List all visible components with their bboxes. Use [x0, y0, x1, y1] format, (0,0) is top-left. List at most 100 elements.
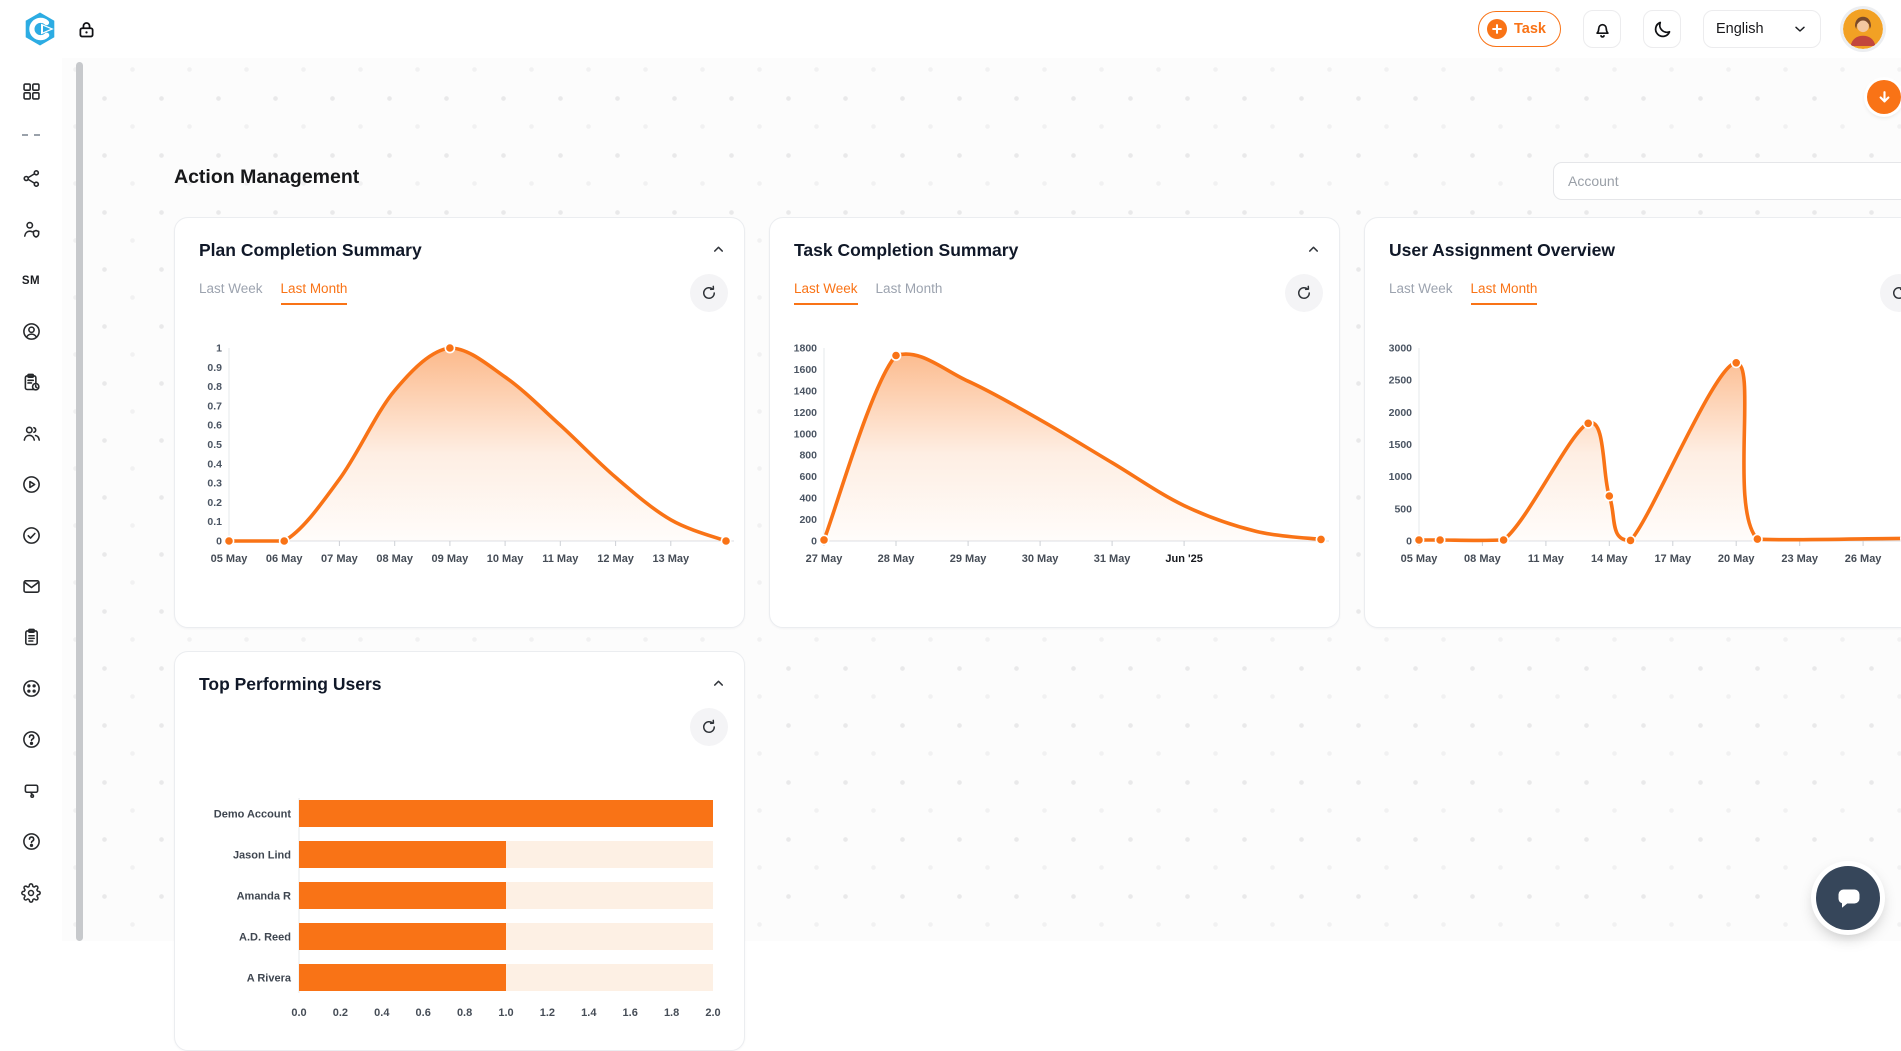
svg-text:0: 0: [1406, 536, 1412, 548]
refresh-icon: [1890, 284, 1901, 302]
svg-text:2500: 2500: [1389, 375, 1413, 387]
mail-icon: [21, 576, 42, 597]
svg-text:05 May: 05 May: [1401, 553, 1439, 565]
tab-last-week[interactable]: Last Week: [794, 281, 858, 305]
sidebar-item-clipboard-clock[interactable]: [0, 357, 62, 408]
sidebar-item-sm-label[interactable]: SM: [0, 255, 62, 306]
sidebar-item-check-circle[interactable]: [0, 510, 62, 561]
svg-text:1.8: 1.8: [664, 1007, 679, 1019]
notifications-button[interactable]: [1583, 10, 1621, 48]
svg-text:0.6: 0.6: [207, 420, 222, 432]
collapse-card-button[interactable]: [711, 242, 726, 257]
data-point-marker: [1584, 419, 1593, 428]
svg-text:1600: 1600: [794, 364, 818, 376]
svg-text:1.0: 1.0: [498, 1007, 513, 1019]
svg-text:A.D. Reed: A.D. Reed: [239, 932, 291, 944]
svg-text:30 May: 30 May: [1022, 553, 1060, 565]
range-tabs: Last Week Last Month: [1389, 281, 1537, 305]
svg-text:1000: 1000: [794, 428, 818, 440]
bar[interactable]: [299, 841, 506, 868]
svg-text:1.2: 1.2: [540, 1007, 555, 1019]
circle-dots-icon: [21, 678, 42, 699]
svg-text:1.4: 1.4: [581, 1007, 597, 1019]
svg-text:400: 400: [799, 493, 817, 505]
svg-text:200: 200: [799, 514, 817, 526]
tab-last-week[interactable]: Last Week: [1389, 281, 1453, 305]
svg-text:0.7: 0.7: [207, 400, 222, 412]
sidebar-item-help-circle[interactable]: [0, 714, 62, 765]
range-tabs: Last Week Last Month: [199, 281, 347, 305]
bar[interactable]: [299, 800, 713, 827]
refresh-icon: [700, 718, 718, 736]
tab-last-month[interactable]: Last Month: [1471, 281, 1538, 305]
svg-text:1800: 1800: [794, 343, 818, 355]
svg-text:08 May: 08 May: [376, 553, 414, 565]
sidebar-item-hub[interactable]: [0, 153, 62, 204]
app-logo[interactable]: [22, 11, 58, 47]
svg-text:0.2: 0.2: [207, 497, 222, 509]
svg-text:1000: 1000: [1389, 471, 1413, 483]
svg-text:23 May: 23 May: [1781, 553, 1819, 565]
sidebar-item-users[interactable]: [0, 408, 62, 459]
sidebar-item-tooltip-tag[interactable]: [0, 765, 62, 816]
collapse-card-button[interactable]: [711, 676, 726, 691]
sidebar-item-settings-gear[interactable]: [0, 867, 62, 918]
refresh-button[interactable]: [1880, 274, 1901, 312]
task-button-label: Task: [1514, 21, 1546, 37]
data-point-marker: [280, 536, 289, 545]
arrow-down-icon: [1876, 89, 1893, 106]
bar[interactable]: [299, 882, 506, 909]
svg-text:28 May: 28 May: [878, 553, 916, 565]
svg-text:0.8: 0.8: [207, 381, 222, 393]
help-circle-icon: [21, 729, 42, 750]
svg-text:0: 0: [811, 536, 817, 548]
check-circle-icon: [21, 525, 42, 546]
plus-icon: [1487, 19, 1507, 39]
vertical-scrollbar[interactable]: [76, 62, 83, 941]
card-title: User Assignment Overview: [1389, 240, 1615, 261]
scroll-down-fab[interactable]: [1867, 80, 1901, 114]
settings-gear-icon: [21, 883, 41, 903]
clipboard-clock-icon: [21, 372, 42, 393]
svg-text:A Rivera: A Rivera: [247, 973, 292, 985]
svg-text:800: 800: [799, 450, 817, 462]
tab-last-month[interactable]: Last Month: [281, 281, 348, 305]
refresh-button[interactable]: [690, 274, 728, 312]
sidebar-item-mail[interactable]: [0, 561, 62, 612]
chevron-up-icon: [1306, 242, 1321, 257]
tooltip-tag-icon: [21, 780, 42, 801]
svg-text:Jun '25: Jun '25: [1165, 553, 1202, 565]
dark-mode-button[interactable]: [1643, 10, 1681, 48]
bar[interactable]: [299, 964, 506, 991]
sidebar-item-dashboard-grid[interactable]: [0, 66, 62, 117]
svg-text:09 May: 09 May: [432, 553, 470, 565]
svg-text:05 May: 05 May: [211, 553, 249, 565]
play-circle-icon: [21, 474, 42, 495]
collapse-card-button[interactable]: [1306, 242, 1321, 257]
account-select[interactable]: Account: [1553, 162, 1901, 200]
svg-text:1500: 1500: [1389, 439, 1413, 451]
sidebar-item-user-shield[interactable]: [0, 204, 62, 255]
add-task-button[interactable]: Task: [1478, 11, 1561, 47]
refresh-button[interactable]: [690, 708, 728, 746]
chevron-up-icon: [711, 242, 726, 257]
tab-last-week[interactable]: Last Week: [199, 281, 263, 305]
svg-text:1: 1: [216, 343, 222, 355]
sidebar-item-play-circle[interactable]: [0, 459, 62, 510]
svg-text:2.0: 2.0: [705, 1007, 720, 1019]
refresh-button[interactable]: [1285, 274, 1323, 312]
sidebar-item-clipboard[interactable]: [0, 612, 62, 663]
tab-last-month[interactable]: Last Month: [876, 281, 943, 305]
chat-launcher-button[interactable]: [1816, 866, 1880, 930]
sidebar-item-user-circle[interactable]: [0, 306, 62, 357]
language-select[interactable]: English: [1703, 10, 1821, 48]
sidebar-item-question-circle[interactable]: [0, 816, 62, 867]
chevron-up-icon: [711, 676, 726, 691]
user-avatar[interactable]: [1843, 9, 1883, 49]
data-point-marker: [1499, 535, 1508, 544]
bar[interactable]: [299, 923, 506, 950]
sidebar-item-circle-dots[interactable]: [0, 663, 62, 714]
